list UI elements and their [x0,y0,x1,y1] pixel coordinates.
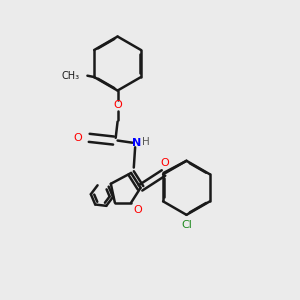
Text: O: O [74,133,82,143]
Text: O: O [134,206,142,215]
Text: Cl: Cl [181,220,192,230]
Text: H: H [142,137,150,147]
Text: CH₃: CH₃ [61,71,79,81]
Text: O: O [160,158,169,168]
Text: O: O [113,100,122,110]
Text: N: N [132,138,141,148]
